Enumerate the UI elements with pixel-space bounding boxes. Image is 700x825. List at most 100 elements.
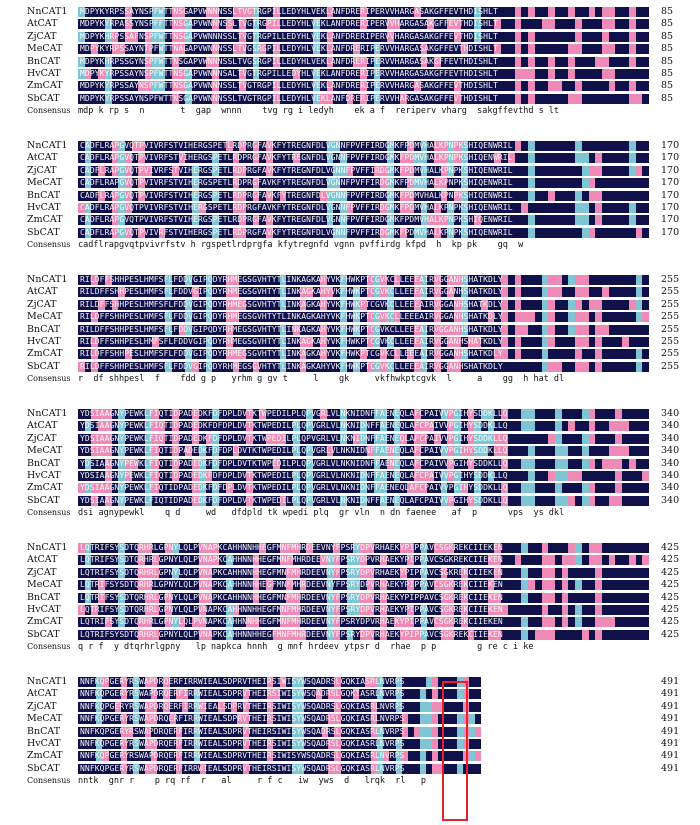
residue-cell: [635, 81, 643, 92]
residue-cell: [151, 93, 160, 104]
residue-cell: [568, 93, 576, 104]
residue-cell: [84, 141, 93, 151]
consensus-sequence: q r f y dtqrhrlgpny lp napkca hnnh g mnf…: [78, 642, 534, 653]
residue-cell: [427, 215, 435, 226]
residue-cell: [642, 7, 649, 17]
residue-cell: [245, 7, 254, 17]
residue-cell: [165, 93, 173, 104]
residue-cell: [245, 215, 254, 226]
residue-cell: [474, 141, 482, 151]
residue-cell: [393, 69, 402, 79]
residue-cell: [393, 141, 402, 151]
residue-cell: [393, 19, 402, 30]
sequence-text: MDPYKYRPSSAYNSPFWTTNSGAPVWNNNSSLTVGTRGPI…: [80, 7, 498, 16]
residue-cell: [185, 31, 193, 42]
residue-cell: [225, 215, 234, 226]
residue-cell: [118, 215, 126, 226]
residue-cell: [635, 178, 643, 189]
residue-cell: [353, 203, 361, 213]
residue-cell: [440, 7, 449, 17]
residue-cell: [259, 190, 267, 201]
residue-cell: [588, 190, 596, 201]
residue-cell: [501, 190, 509, 201]
residue-cell: [292, 31, 301, 42]
residue-cell: [313, 44, 321, 55]
residue-cell: [528, 178, 536, 189]
residue-cell: [98, 7, 106, 17]
residue-cell: [460, 153, 469, 164]
residue-cell: [232, 215, 240, 226]
alignment-row: BnCAT MDPYKHRPSSGYNSPFWTTNSGAPVWNNNSSLTVG…: [0, 56, 700, 68]
residue-cell: [501, 178, 509, 189]
residue-cell: [118, 7, 126, 17]
residue-cell: [581, 141, 590, 151]
residue-cell: [84, 93, 93, 104]
residue-cell: [78, 178, 86, 189]
residue-cell: [528, 81, 536, 92]
residue-cell: [212, 7, 220, 17]
residue-cell: [145, 190, 153, 201]
residue-cell: [104, 44, 113, 55]
residue-cell: [454, 153, 462, 164]
residue-cell: [622, 69, 630, 79]
residue-cell: [185, 69, 193, 79]
residue-cell: [507, 190, 516, 201]
residue-cell: [447, 44, 455, 55]
residue-cell: [198, 56, 207, 67]
residue-cell: [507, 165, 516, 176]
residue-cell: [548, 165, 556, 176]
residue-cell: [635, 190, 643, 201]
residue-cell: [219, 44, 227, 55]
residue-cell: [225, 56, 234, 67]
sequence-track: CADFLRAPGVQTPVIVRFSTVIHERGSPETLRDPRGFAVK…: [78, 190, 649, 201]
alignment-row: NnCAT1 CADFLRAPGVQTPVIVRFSTVIHERGSPETLRDP…: [0, 140, 700, 152]
residue-cell: [245, 178, 254, 189]
residue-cell: [292, 7, 301, 17]
residue-cell: [447, 19, 455, 30]
residue-cell: [333, 141, 341, 151]
alignment-row: ZmCAT CADFLRAPGVQTPVIVRFSTVIHERGSPETLRDPR…: [0, 214, 700, 226]
residue-cell: [628, 31, 637, 42]
residue-cell: [326, 141, 334, 151]
residue-cell: [319, 31, 328, 42]
residue-cell: [353, 190, 361, 201]
residue-cell: [299, 69, 307, 79]
residue-cell: [98, 153, 106, 164]
residue-cell: [400, 31, 408, 42]
residue-cell: [313, 93, 321, 104]
residue-cell: [239, 44, 247, 55]
residue-cell: [447, 7, 455, 17]
residue-cell: [642, 56, 649, 67]
residue-cell: [400, 19, 408, 30]
residue-cell: [205, 93, 213, 104]
sequence-text: LQTRIFSYSDTQRHRLGPNYLQLPVNAPKCAHHNNHHEGF…: [80, 617, 503, 627]
residue-cell: [534, 165, 543, 176]
residue-cell: [387, 93, 395, 104]
residue-cell: [272, 203, 281, 213]
sequence-track: LQTRIFSYSDTQRHRLGPNYLQLPVNAPKCAHHNNHHEGF…: [78, 629, 649, 640]
residue-cell: [373, 31, 381, 42]
residue-cell: [474, 19, 482, 30]
residue-cell: [608, 81, 616, 92]
residue-cell: [339, 19, 348, 30]
residue-cell: [78, 31, 86, 42]
sequence-track: MDPYKHRPSSAFNSPFWTTNSGAPVWNNNSSLTVGTRGPI…: [78, 31, 649, 42]
residue-cell: [104, 31, 113, 42]
residue-cell: [346, 56, 355, 67]
residue-cell: [111, 141, 119, 151]
consensus-sequence: mdp k rp s n t gap wnnn tvg rg i ledyh e…: [78, 106, 560, 117]
sequence-text: CADFLRAPGVQTPVIVRFSTVIHERGSPETLRDPRGFAVK…: [80, 165, 513, 175]
residue-cell: [635, 56, 643, 67]
residue-cell: [245, 203, 254, 213]
sequence-track: MDPYKYRPSSAYNTPFWTTNAGAPVWNNNSSLTVGSRGPI…: [78, 44, 649, 55]
sequence-text: LQTRIFSYSDTQRHRLGPNYLQLPVNAPKCAHHNNHHEGF…: [80, 555, 503, 565]
residue-cell: [225, 165, 234, 176]
residue-cell: [346, 93, 355, 104]
residue-cell: [292, 165, 301, 176]
residue-cell: [91, 178, 99, 189]
residue-cell: [252, 93, 260, 104]
residue-cell: [306, 190, 314, 201]
residue-cell: [225, 19, 234, 30]
residue-cell: [501, 203, 509, 213]
residue-cell: [266, 178, 274, 189]
